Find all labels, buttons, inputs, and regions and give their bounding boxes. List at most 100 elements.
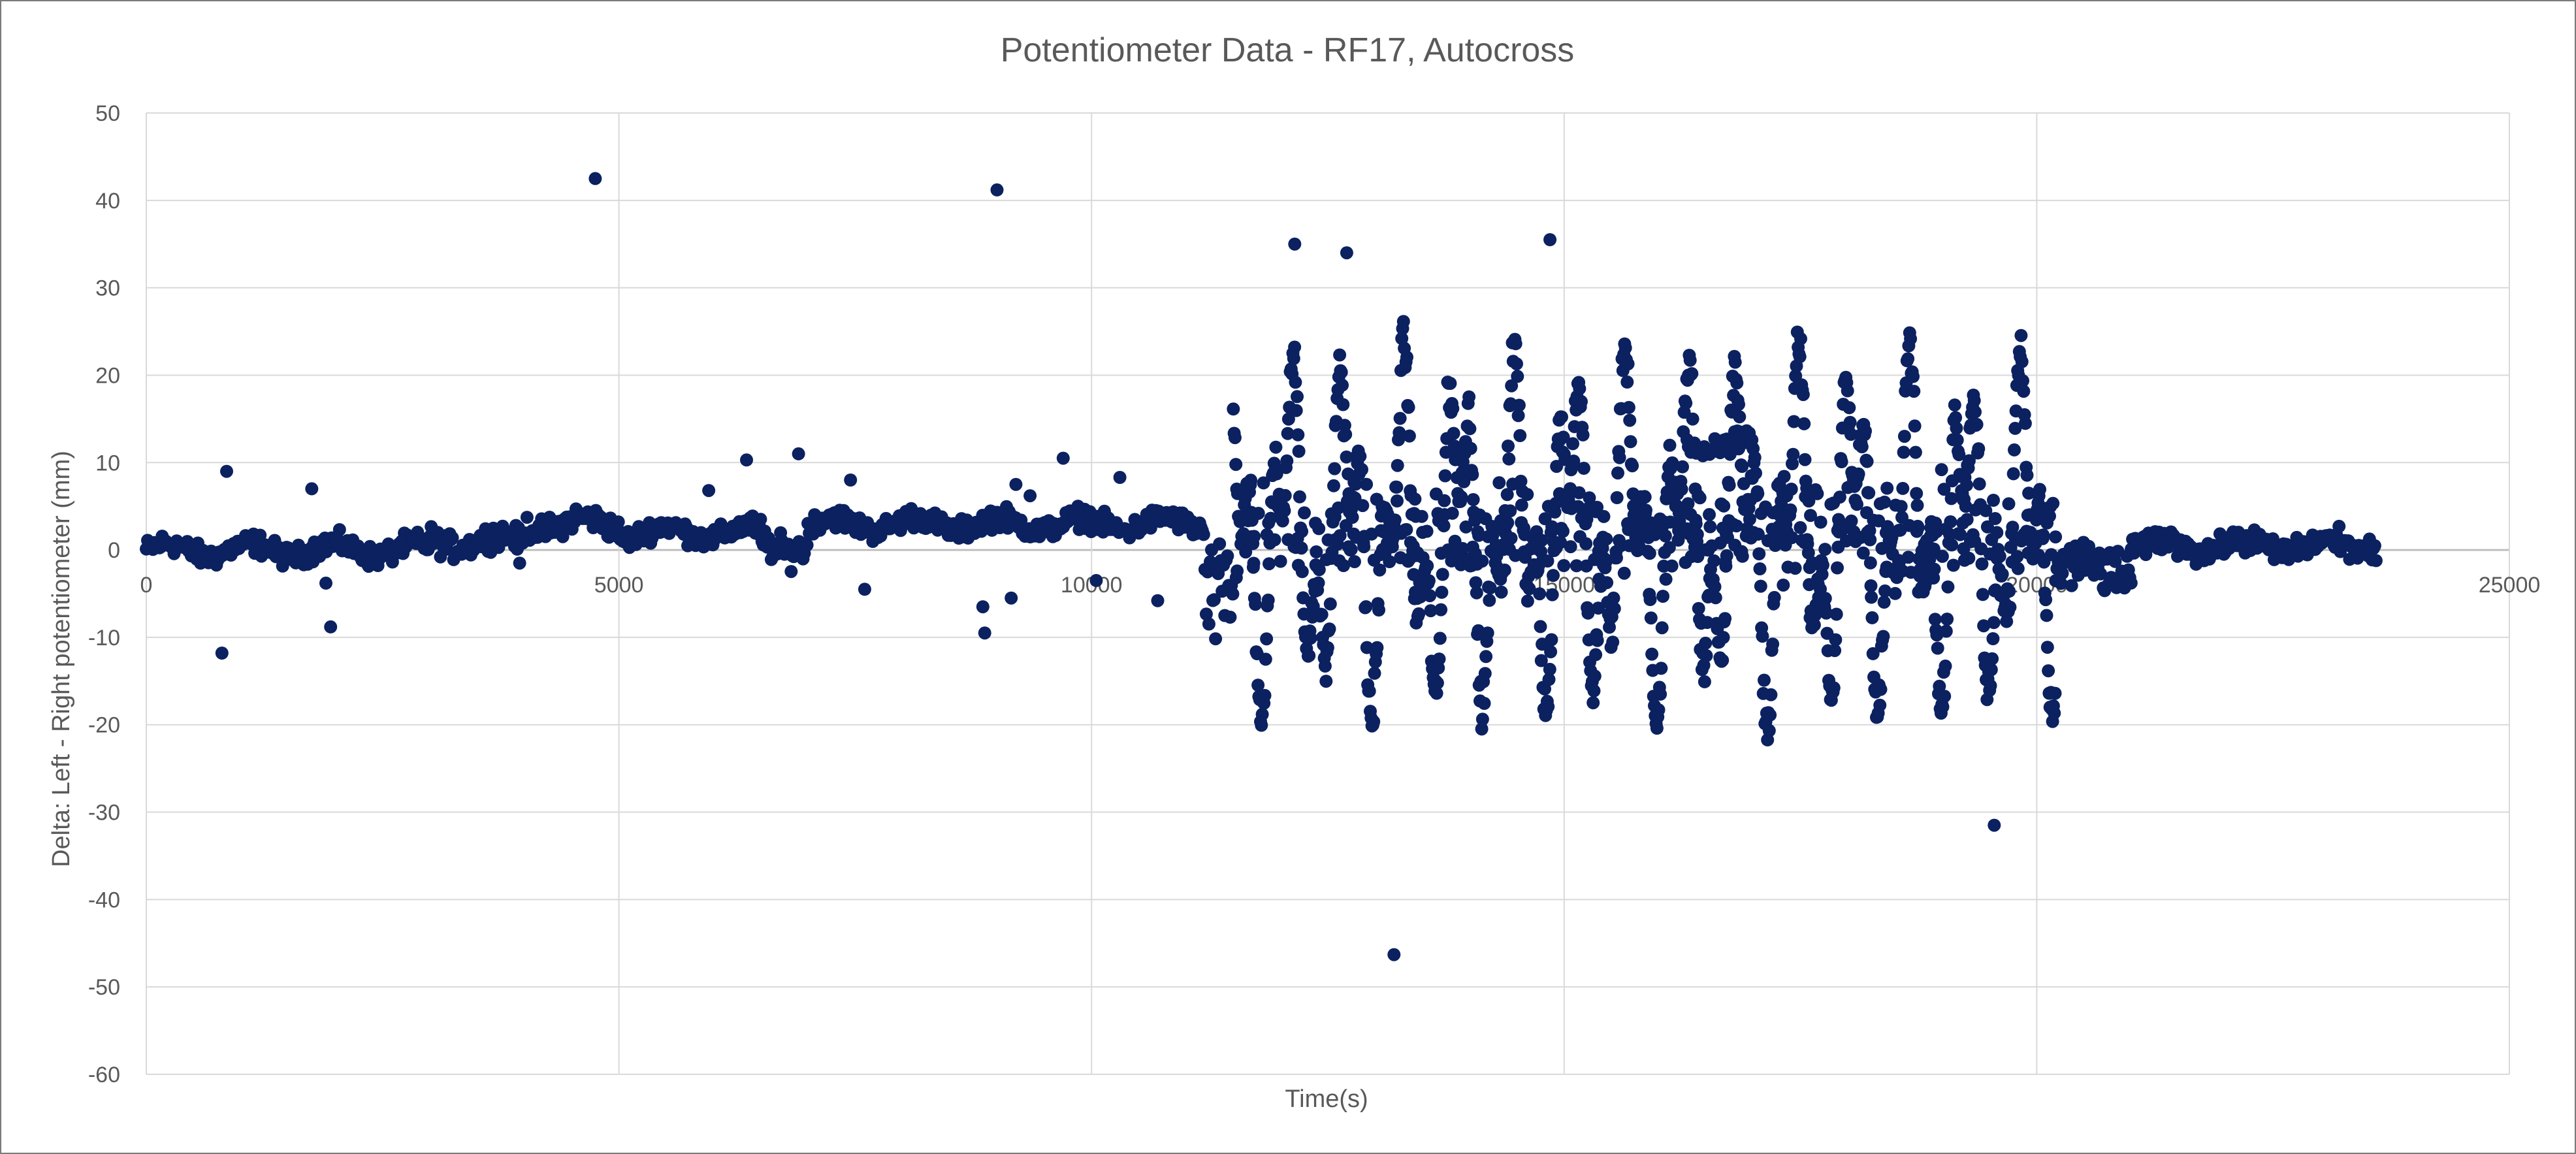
data-point: [1809, 608, 1822, 622]
data-point: [1645, 647, 1659, 661]
data-point: [1457, 475, 1471, 489]
data-point: [1443, 377, 1457, 390]
data-point: [1907, 385, 1921, 398]
data-point: [1387, 948, 1401, 961]
data-point: [1420, 524, 1434, 538]
data-point: [1535, 534, 1549, 547]
data-point: [1270, 467, 1283, 481]
data-point: [1223, 611, 1237, 624]
data-point: [1334, 365, 1348, 379]
data-point: [1907, 370, 1920, 383]
data-point: [556, 530, 570, 543]
data-point: [1228, 431, 1242, 445]
data-point: [1910, 487, 1924, 500]
data-point: [1946, 558, 1960, 572]
data-point: [1456, 541, 1470, 555]
x-tick-label: 5000: [594, 573, 644, 598]
data-point: [1372, 603, 1385, 617]
gridlines: [146, 112, 2510, 1075]
data-point: [1987, 616, 2001, 630]
chart-title: Potentiometer Data - RF17, Autocross: [1001, 31, 1575, 69]
data-point: [1549, 496, 1562, 510]
data-point: [1901, 352, 1915, 366]
data-point: [1498, 563, 1511, 577]
data-point: [1464, 441, 1477, 455]
data-point: [520, 511, 534, 524]
data-point: [1151, 594, 1165, 607]
data-point: [1570, 559, 1583, 573]
data-point: [1751, 487, 1765, 500]
data-point: [2049, 530, 2063, 544]
data-point: [1716, 654, 1730, 667]
data-point: [1227, 402, 1240, 416]
data-point: [1274, 554, 1287, 568]
data-point: [1607, 591, 1620, 605]
data-point: [1590, 633, 1604, 647]
data-point: [1703, 507, 1716, 521]
data-point: [1984, 663, 1998, 677]
data-point: [1954, 528, 1967, 541]
data-point: [1611, 466, 1624, 480]
data-point: [1353, 449, 1367, 463]
y-tick-label: -20: [88, 713, 120, 738]
data-point: [792, 447, 805, 460]
data-point: [1347, 555, 1361, 568]
data-point: [1796, 388, 1810, 402]
data-point: [1278, 504, 1291, 517]
data-point: [1362, 684, 1376, 698]
data-point: [1258, 688, 1272, 702]
data-point: [1896, 481, 1910, 495]
data-point: [1621, 357, 1635, 371]
data-point: [1788, 562, 1802, 575]
data-point: [1522, 582, 1536, 596]
data-point: [1509, 337, 1522, 351]
data-point: [1502, 440, 1515, 453]
data-point: [1617, 566, 1631, 580]
data-point: [1643, 593, 1657, 606]
data-point: [1248, 530, 1261, 543]
data-point: [1391, 458, 1404, 472]
data-point: [1717, 499, 1731, 513]
data-point: [1689, 517, 1703, 531]
data-point: [1600, 576, 1614, 590]
data-point: [1904, 332, 1918, 345]
data-point: [1970, 417, 1984, 431]
data-point: [1784, 503, 1797, 517]
data-point: [2055, 566, 2069, 580]
data-point: [1402, 400, 1415, 414]
data-point: [1445, 506, 1459, 520]
data-point: [1888, 586, 1902, 600]
data-point: [1541, 700, 1555, 713]
data-point: [1654, 662, 1668, 675]
y-tick-label: -50: [88, 975, 120, 1000]
data-point: [2011, 562, 2025, 575]
data-point: [1911, 521, 1925, 534]
x-tick-label: 0: [140, 573, 153, 598]
data-point: [1745, 433, 1759, 447]
data-point: [1260, 632, 1274, 646]
data-point: [1430, 676, 1444, 690]
data-point: [1749, 466, 1762, 480]
data-point: [1894, 500, 1908, 513]
data-point: [1650, 722, 1664, 735]
data-point: [1292, 445, 1306, 458]
data-point: [1878, 584, 1892, 598]
data-point: [1483, 581, 1497, 595]
data-point: [702, 484, 716, 498]
data-point: [1732, 398, 1745, 411]
data-point: [2042, 664, 2055, 678]
data-point: [1534, 654, 1548, 667]
data-point: [1447, 426, 1460, 440]
data-point: [1952, 448, 1966, 462]
data-point: [1247, 556, 1261, 570]
data-point: [2037, 528, 2050, 542]
data-point: [1542, 673, 1556, 686]
data-point: [1547, 569, 1560, 583]
data-point: [1928, 613, 1942, 626]
data-point: [1056, 451, 1070, 465]
data-point: [1960, 478, 1973, 492]
data-point: [1873, 698, 1887, 712]
data-point: [1328, 462, 1342, 475]
data-point: [1897, 430, 1911, 443]
data-point: [2002, 497, 2016, 511]
